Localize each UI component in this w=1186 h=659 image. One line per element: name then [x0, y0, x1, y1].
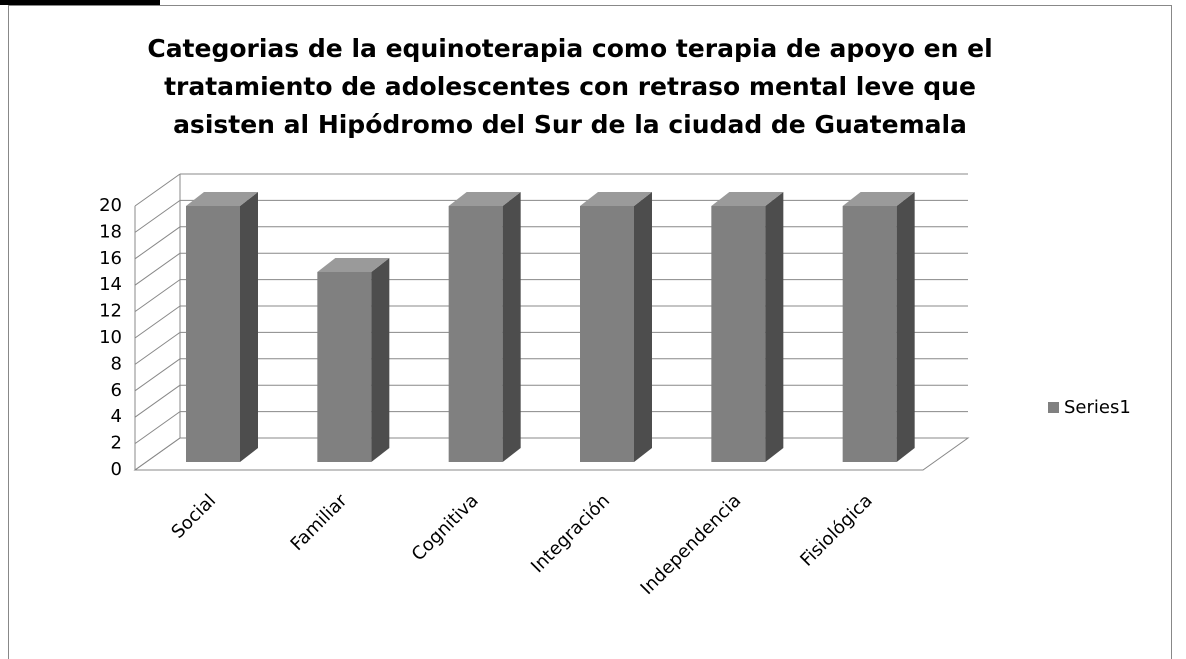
bar — [842, 206, 897, 462]
bar-top — [711, 192, 784, 206]
x-tick-label: Independencia — [637, 490, 746, 599]
x-tick-label: Social — [167, 490, 220, 543]
y-tick-label: 16 — [99, 248, 122, 269]
y-tick-label: 4 — [111, 406, 122, 427]
y-tick-label: 10 — [99, 327, 122, 348]
bar-top — [842, 192, 915, 206]
bar-top — [317, 258, 390, 272]
grid-line-side — [134, 252, 181, 286]
bar-top — [448, 192, 521, 206]
bar — [186, 206, 240, 462]
x-tick-label: Cognitiva — [408, 490, 483, 565]
grid-line-side — [134, 437, 181, 471]
grid-line-side — [134, 358, 181, 392]
bar-side — [371, 258, 390, 462]
y-tick-label: 2 — [111, 433, 122, 454]
bar — [448, 206, 503, 462]
bar — [711, 206, 766, 462]
y-tick-label: 18 — [99, 221, 122, 242]
bar-top — [580, 192, 652, 206]
grid-line-side — [134, 279, 181, 313]
bar — [317, 272, 372, 462]
chart-title: Categorias de la equinoterapia como tera… — [147, 34, 993, 139]
bar-side — [634, 192, 652, 462]
y-tick-label: 8 — [111, 353, 122, 374]
x-tick-label: Integración — [527, 490, 614, 577]
grid-line-side — [134, 226, 181, 260]
grid-line-side — [134, 305, 181, 339]
grid-line-side — [134, 384, 181, 418]
grid-line-side — [134, 199, 181, 233]
bar-top — [186, 192, 258, 206]
legend-swatch — [1048, 402, 1059, 413]
grid-line-side — [134, 173, 181, 207]
frame-bar — [0, 0, 160, 5]
bar — [580, 206, 634, 462]
grid-line-side — [134, 331, 181, 365]
y-tick-label: 0 — [111, 459, 122, 480]
y-tick-label: 14 — [99, 274, 122, 295]
x-tick-label: Familiar — [287, 490, 352, 555]
bar-side — [502, 192, 521, 462]
grid-line-side — [134, 411, 181, 445]
y-tick-label: 12 — [99, 301, 122, 322]
y-tick-label: 20 — [99, 195, 122, 216]
chart-frame — [8, 5, 1172, 659]
bar-side — [765, 192, 784, 462]
bar-side — [896, 192, 915, 462]
x-tick-label: Fisiológica — [796, 490, 876, 570]
y-tick-label: 6 — [111, 380, 122, 401]
legend-label: Series1 — [1064, 397, 1131, 418]
bar-side — [240, 192, 258, 462]
